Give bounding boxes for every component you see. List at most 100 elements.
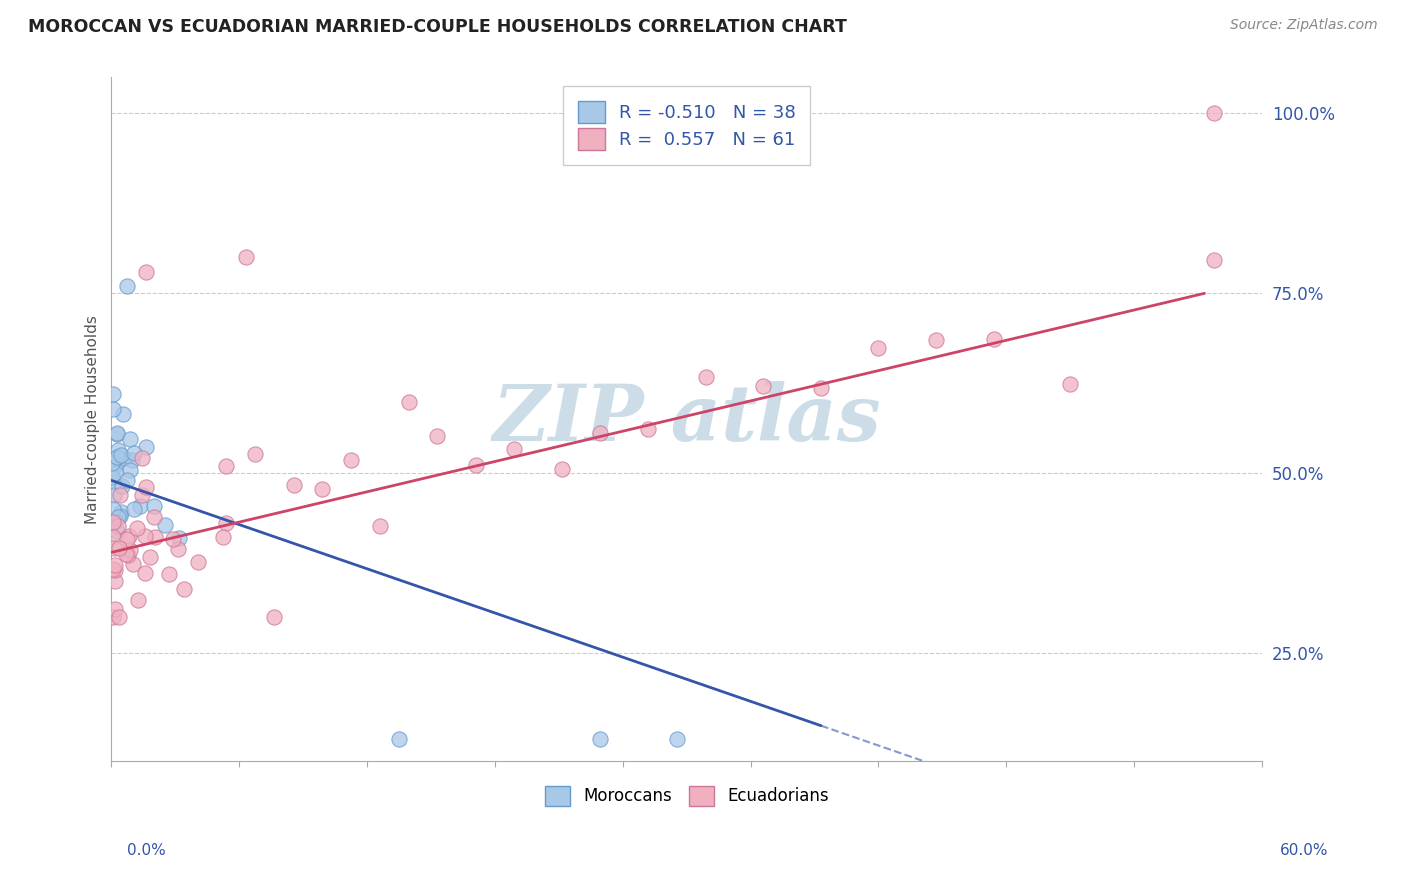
Point — [551, 462, 574, 476]
Point — [245, 447, 267, 461]
Text: Source: ZipAtlas.com: Source: ZipAtlas.com — [1230, 18, 1378, 32]
Point — [263, 610, 285, 624]
Point — [135, 265, 157, 279]
Point — [110, 505, 132, 519]
Point — [135, 480, 157, 494]
Point — [368, 519, 391, 533]
Point — [503, 442, 526, 456]
Point — [398, 395, 420, 409]
Point — [153, 517, 176, 532]
Point — [107, 518, 129, 533]
Point — [108, 508, 131, 523]
Point — [129, 500, 152, 514]
Point — [124, 446, 146, 460]
Point — [117, 548, 139, 562]
Text: 0.0%: 0.0% — [127, 843, 166, 858]
Point — [162, 532, 184, 546]
Point — [111, 479, 134, 493]
Point — [666, 732, 689, 747]
Point — [589, 426, 612, 441]
Point — [105, 426, 128, 441]
Point — [104, 514, 127, 528]
Point — [111, 407, 134, 421]
Point — [142, 510, 165, 524]
Point — [103, 530, 125, 544]
Point — [108, 488, 131, 502]
Point — [695, 370, 717, 384]
Point — [637, 422, 659, 436]
Point — [983, 332, 1005, 346]
Point — [104, 574, 127, 589]
Point — [105, 450, 128, 464]
Point — [868, 341, 890, 355]
Point — [104, 558, 127, 572]
Point — [235, 251, 257, 265]
Point — [118, 543, 141, 558]
Point — [124, 502, 146, 516]
Point — [215, 516, 238, 530]
Point — [107, 442, 129, 457]
Point — [112, 450, 135, 465]
Point — [103, 610, 125, 624]
Point — [104, 601, 127, 615]
Point — [211, 530, 233, 544]
Point — [166, 542, 188, 557]
Point — [101, 470, 124, 484]
Point — [589, 732, 612, 747]
Y-axis label: Married-couple Households: Married-couple Households — [86, 315, 100, 524]
Point — [173, 582, 195, 597]
Text: ZIP atlas: ZIP atlas — [492, 381, 882, 458]
Point — [105, 466, 128, 480]
Point — [134, 529, 156, 543]
Point — [139, 550, 162, 565]
Point — [121, 452, 143, 467]
Point — [1204, 106, 1226, 120]
Point — [108, 541, 131, 555]
Point — [101, 457, 124, 471]
Point — [108, 610, 131, 624]
Point — [131, 488, 153, 502]
Point — [388, 732, 411, 747]
Point — [134, 566, 156, 581]
Point — [810, 381, 832, 395]
Point — [107, 510, 129, 524]
Point — [105, 426, 128, 441]
Point — [127, 593, 149, 607]
Point — [464, 458, 486, 472]
Point — [426, 429, 449, 443]
Point — [1059, 377, 1081, 392]
Point — [103, 515, 125, 529]
Point — [103, 562, 125, 576]
Point — [103, 541, 125, 556]
Point — [135, 440, 157, 454]
Point — [215, 459, 238, 474]
Point — [131, 450, 153, 465]
Point — [187, 555, 209, 569]
Point — [121, 557, 143, 571]
Point — [103, 475, 125, 489]
Point — [104, 563, 127, 577]
Point — [118, 463, 141, 477]
Point — [283, 478, 305, 492]
Point — [118, 432, 141, 446]
Text: MOROCCAN VS ECUADORIAN MARRIED-COUPLE HOUSEHOLDS CORRELATION CHART: MOROCCAN VS ECUADORIAN MARRIED-COUPLE HO… — [28, 18, 846, 36]
Point — [104, 457, 127, 471]
Point — [167, 531, 190, 545]
Point — [340, 453, 363, 467]
Point — [142, 499, 165, 513]
Point — [103, 501, 125, 516]
Point — [925, 333, 948, 347]
Point — [157, 567, 180, 582]
Point — [110, 448, 132, 462]
Point — [103, 488, 125, 502]
Point — [115, 547, 138, 561]
Point — [145, 530, 167, 544]
Point — [115, 473, 138, 487]
Point — [105, 524, 128, 538]
Point — [752, 378, 775, 392]
Text: 60.0%: 60.0% — [1281, 843, 1329, 858]
Point — [1204, 252, 1226, 267]
Point — [115, 279, 138, 293]
Point — [311, 483, 333, 497]
Point — [115, 532, 138, 546]
